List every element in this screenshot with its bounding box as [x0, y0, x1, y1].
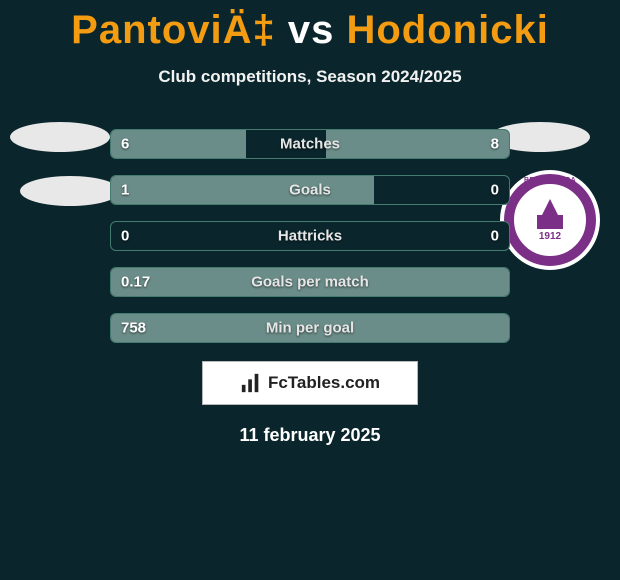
- stat-row: 0 Hattricks 0: [110, 221, 510, 251]
- bar-chart-icon: [240, 372, 262, 394]
- stat-label: Hattricks: [278, 228, 342, 245]
- title-vs: vs: [276, 8, 347, 52]
- snapshot-date: 11 february 2025: [0, 425, 620, 446]
- stat-value-right: 0: [491, 228, 499, 245]
- stat-value-left: 0: [121, 228, 129, 245]
- subtitle: Club competitions, Season 2024/2025: [0, 67, 620, 87]
- stat-label: Min per goal: [266, 320, 354, 337]
- player-right-name: Hodonicki: [346, 8, 548, 52]
- stat-fill-right: [326, 130, 509, 158]
- stats-area: 6 Matches 8 1 Goals 0 0 Hattricks 0 0.17 Goals per…: [0, 129, 620, 343]
- stat-fill-left: [111, 130, 246, 158]
- stat-label: Goals per match: [251, 274, 369, 291]
- stat-value-right: 0: [491, 182, 499, 199]
- stat-row: 1 Goals 0: [110, 175, 510, 205]
- stat-value-right: 8: [491, 136, 499, 153]
- stat-row: 6 Matches 8: [110, 129, 510, 159]
- comparison-title: PantoviÄ‡ vs Hodonicki: [0, 0, 620, 53]
- brand-text: FcTables.com: [268, 373, 380, 393]
- stat-value-left: 758: [121, 320, 146, 337]
- brand-box[interactable]: FcTables.com: [202, 361, 418, 405]
- stat-label: Goals: [289, 182, 331, 199]
- stat-value-left: 6: [121, 136, 129, 153]
- stat-row: 758 Min per goal: [110, 313, 510, 343]
- stat-fill-left: [111, 176, 374, 204]
- stat-value-left: 0.17: [121, 274, 150, 291]
- stat-label: Matches: [280, 136, 340, 153]
- stat-value-left: 1: [121, 182, 129, 199]
- stat-row: 0.17 Goals per match: [110, 267, 510, 297]
- player-left-name: PantoviÄ‡: [71, 8, 276, 52]
